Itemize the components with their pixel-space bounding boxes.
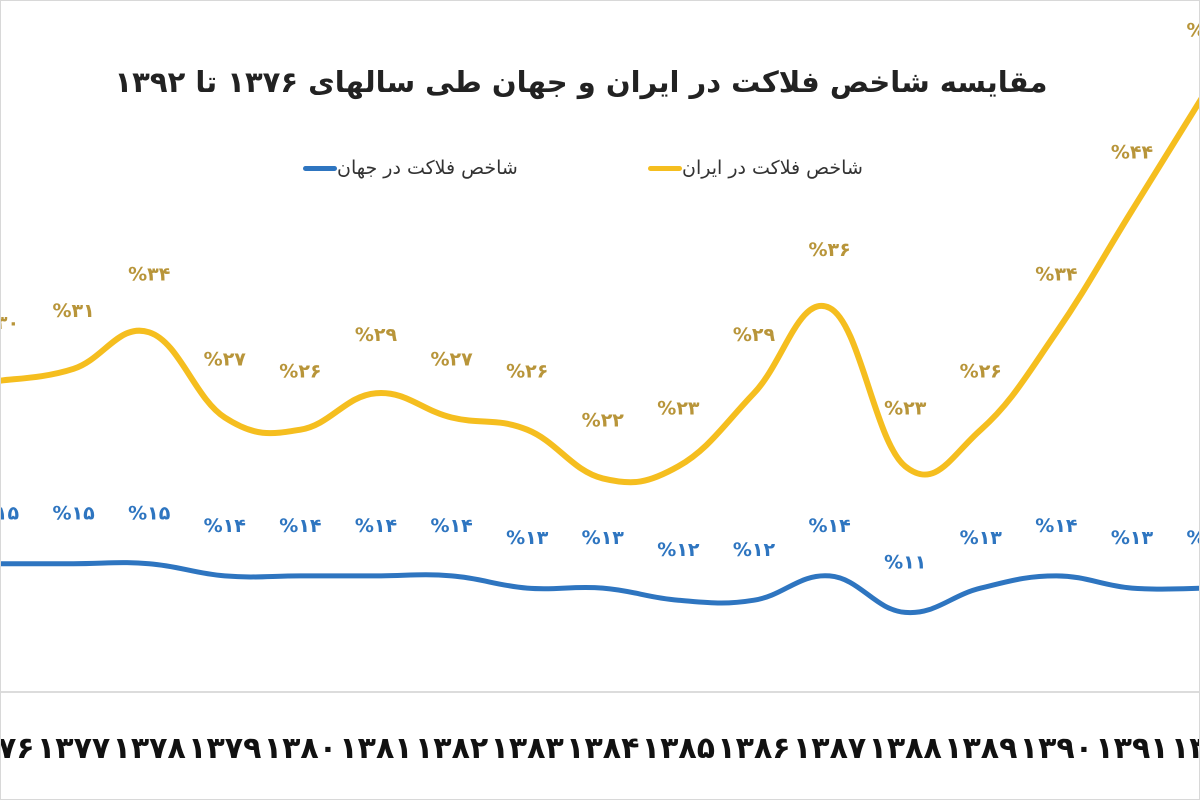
data-label-iran: %۲۶ <box>279 361 321 383</box>
data-label-world: %۱۱ <box>884 551 926 573</box>
data-label-iran: %۲۷ <box>204 349 247 371</box>
data-label-world: %۱۳ <box>582 527 625 549</box>
legend-item-iran: شاخص فلاکت در ایران <box>636 153 863 183</box>
x-tick-label: ۱۳۷۷ <box>37 731 110 766</box>
data-label-world: %۱۳ <box>960 527 1003 549</box>
data-label-iran: %۵۴ <box>1186 20 1200 42</box>
data-label-world: %۱۳ <box>1111 527 1154 549</box>
data-label-world: %۱۴ <box>204 515 246 537</box>
x-tick-label: ۱۳۹۲ <box>1171 731 1200 766</box>
data-label-world: %۱۵ <box>1 503 20 525</box>
x-tick-label: ۱۳۸۴ <box>566 731 639 766</box>
x-tick-label: ۱۳۸۳ <box>491 731 564 766</box>
data-label-world: %۱۳ <box>1186 527 1200 549</box>
data-label-iran: %۲۹ <box>733 324 776 346</box>
x-tick-label: ۱۳۸۹ <box>944 731 1017 766</box>
chart-title: مقایسه شاخص فلاکت در ایران و جهان طی سال… <box>114 65 1048 99</box>
data-label-world: %۱۵ <box>52 503 95 525</box>
x-tick-label: ۱۳۸۶ <box>717 731 790 766</box>
x-tick-label: ۱۳۷۸ <box>113 731 186 766</box>
data-label-iran: %۳۶ <box>808 239 850 261</box>
legend-swatch-iran <box>648 165 682 171</box>
series-line-world <box>1 560 1199 616</box>
data-label-world: %۱۴ <box>1035 515 1077 537</box>
data-label-iran: %۲۲ <box>582 409 625 431</box>
data-label-iran: %۴۴ <box>1111 141 1153 163</box>
data-label-world: %۱۴ <box>279 515 321 537</box>
x-tick-label: ۱۳۸۱ <box>339 731 412 766</box>
data-label-world: %۱۴ <box>430 515 472 537</box>
data-label-world: %۱۴ <box>808 515 850 537</box>
data-label-world: %۱۲ <box>657 539 700 561</box>
legend-label-world: شاخص فلاکت در جهان <box>337 157 518 179</box>
data-label-iran: %۲۷ <box>430 349 473 371</box>
legend-label-iran: شاخص فلاکت در ایران <box>682 157 863 179</box>
data-label-iran: %۲۳ <box>657 397 700 419</box>
x-tick-label: ۱۳۸۷ <box>793 731 866 766</box>
data-label-world: %۱۴ <box>355 515 397 537</box>
x-tick-label: ۱۳۷۶ <box>1 731 35 766</box>
data-label-world: %۱۲ <box>733 539 776 561</box>
x-tick-label: ۱۳۹۱ <box>1095 731 1168 766</box>
data-label-world: %۱۳ <box>506 527 549 549</box>
x-tick-label: ۱۳۷۹ <box>188 731 261 766</box>
x-tick-label: ۱۳۸۰ <box>264 731 337 766</box>
data-label-iran: %۲۳ <box>884 397 927 419</box>
x-tick-label: ۱۳۸۸ <box>869 731 942 766</box>
data-label-iran: %۳۴ <box>128 263 170 285</box>
data-label-iran: %۳۰ <box>1 312 19 334</box>
data-label-iran: %۲۶ <box>960 361 1002 383</box>
legend-item-world: شاخص فلاکت در جهان <box>291 153 518 183</box>
data-label-iran: %۲۶ <box>506 361 548 383</box>
data-label-iran: %۳۱ <box>52 300 94 322</box>
data-label-iran: %۲۹ <box>355 324 398 346</box>
data-label-world: %۱۵ <box>128 503 171 525</box>
data-label-iran: %۳۴ <box>1035 263 1077 285</box>
legend-swatch-world <box>303 165 337 171</box>
x-tick-label: ۱۳۸۵ <box>642 731 715 766</box>
x-tick-label: ۱۳۸۲ <box>415 731 488 766</box>
series-line-iran <box>1 96 1199 486</box>
x-tick-label: ۱۳۹۰ <box>1020 731 1093 766</box>
